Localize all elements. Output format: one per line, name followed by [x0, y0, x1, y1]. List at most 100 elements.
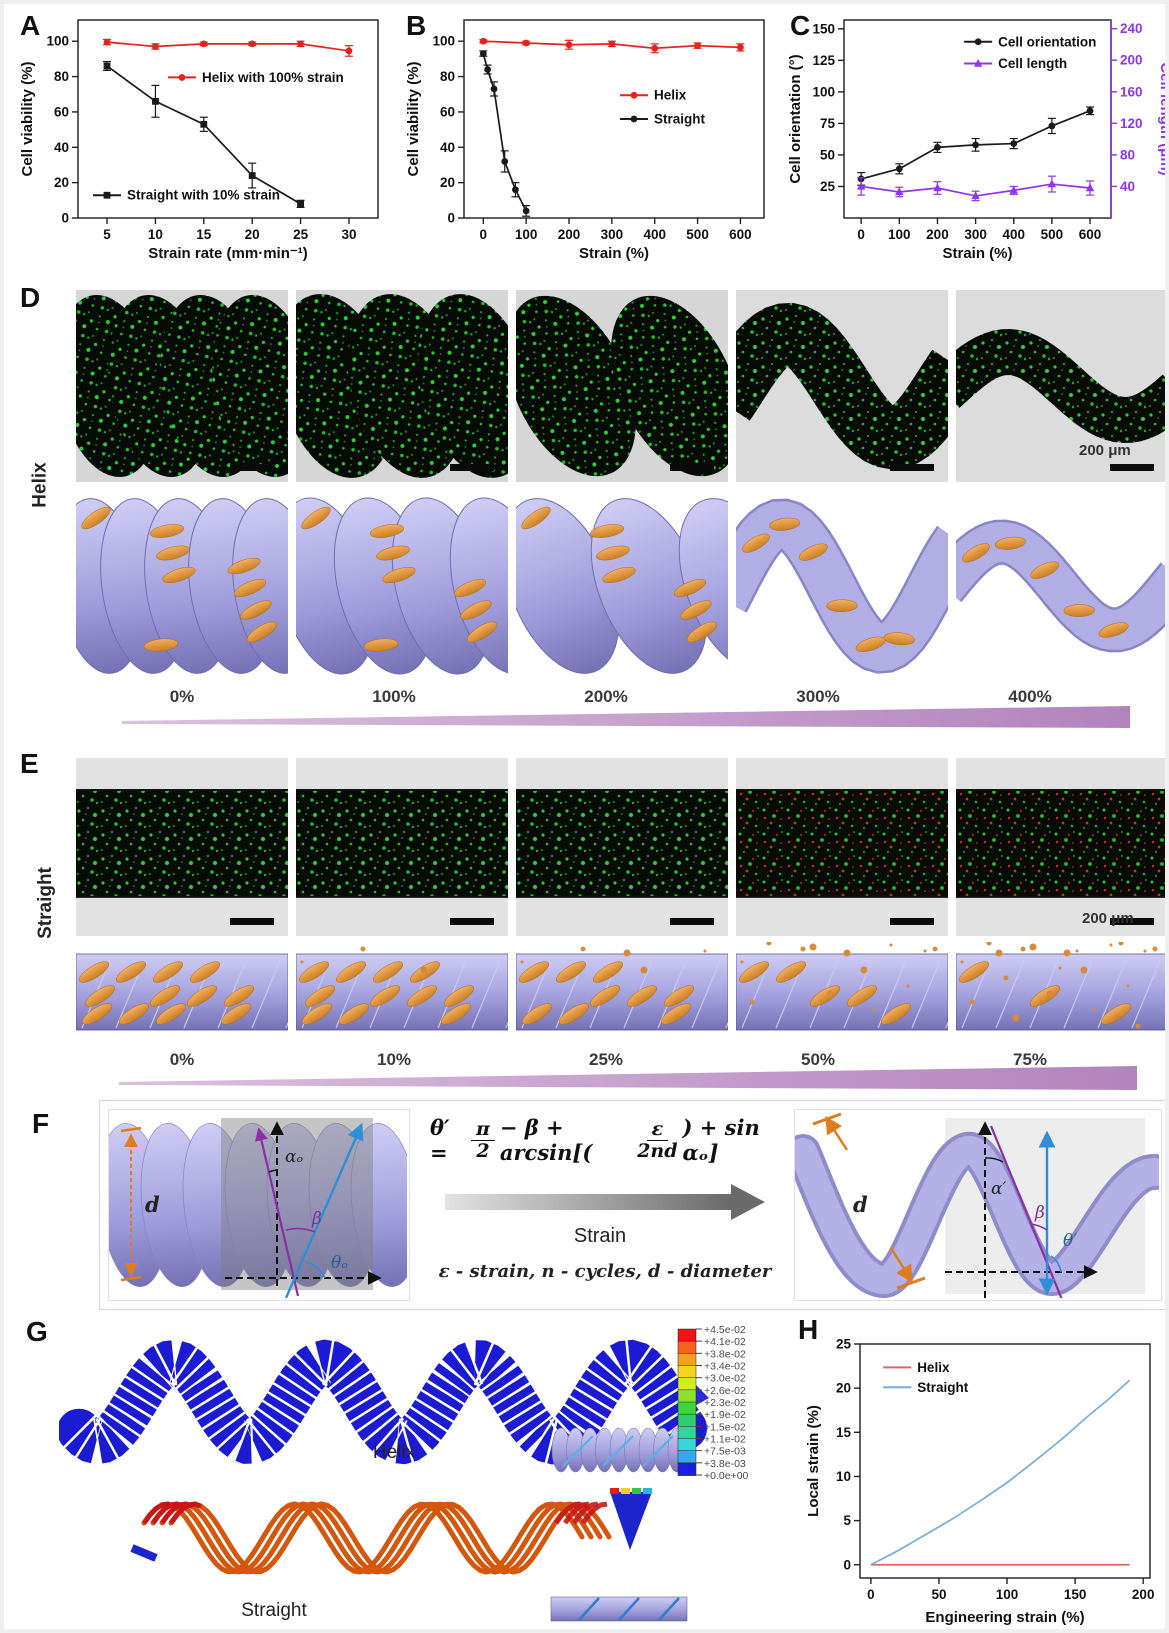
- svg-text:40: 40: [440, 140, 455, 155]
- chart-local-vs-engineering-strain: 0 50 100 150 200 0 5 10 15 20 25 Engineering strain…: [805, 1337, 1155, 1627]
- panel-d-label: D: [20, 282, 41, 313]
- svg-text:5: 5: [103, 227, 111, 242]
- svg-text:Strain (%): Strain (%): [579, 245, 649, 262]
- svg-text:Local strain (%): Local strain (%): [805, 1405, 822, 1517]
- svg-text:600: 600: [1079, 227, 1102, 242]
- beta-label: β: [311, 1209, 322, 1229]
- svg-text:100: 100: [888, 227, 911, 242]
- straight-render-50pct: [736, 942, 948, 1048]
- svg-text:0: 0: [447, 211, 455, 226]
- strain-label: 300%: [796, 687, 840, 706]
- svg-text:25: 25: [293, 227, 309, 242]
- svg-text:+3.8e-03: +3.8e-03: [704, 1458, 746, 1470]
- svg-text:300: 300: [601, 227, 624, 242]
- svg-text:Helix: Helix: [654, 88, 687, 103]
- strain-label: 100%: [372, 687, 416, 706]
- svg-text:75: 75: [820, 116, 836, 131]
- alpha-prime-label: α′: [991, 1179, 1006, 1199]
- svg-text:150: 150: [812, 21, 835, 36]
- svg-text:Strain rate (mm·min⁻¹): Strain rate (mm·min⁻¹): [148, 245, 308, 262]
- svg-text:0: 0: [857, 227, 865, 242]
- chart-viability-vs-strain: 0 100 200 300 400 500 600 0 20 40 60 80 100 Strain (%…: [405, 19, 765, 262]
- panel-a-label: A: [20, 10, 41, 41]
- svg-text:Cell orientation: Cell orientation: [998, 34, 1096, 49]
- helix-axis-line: [284, 1122, 364, 1299]
- strain-label: 10%: [376, 1050, 412, 1069]
- beta-label: β: [1034, 1203, 1045, 1223]
- svg-text:+7.5e-03: +7.5e-03: [704, 1446, 746, 1458]
- strain-gradient-wedge-e: [119, 1066, 1137, 1090]
- fiber-direction-line: [254, 1127, 300, 1297]
- svg-text:Cell length: Cell length: [998, 56, 1067, 71]
- scale-bar-label-d: 200 μm: [1079, 442, 1131, 459]
- strain-label: 0%: [169, 1050, 195, 1069]
- panel-c-label: C: [790, 10, 811, 41]
- strain-label: 75%: [1012, 1050, 1048, 1069]
- svg-text:240: 240: [1120, 21, 1143, 36]
- panel-e-row-label: Straight: [34, 867, 56, 939]
- svg-text:60: 60: [440, 104, 455, 119]
- svg-text:200: 200: [1132, 1587, 1155, 1602]
- svg-text:200: 200: [1120, 53, 1143, 68]
- svg-text:15: 15: [196, 227, 212, 242]
- highlight-box: [221, 1118, 373, 1290]
- svg-text:Straight: Straight: [654, 112, 706, 127]
- svg-text:+2.3e-02: +2.3e-02: [704, 1397, 746, 1409]
- svg-text:0: 0: [867, 1587, 875, 1602]
- stretched-helix-diagram-box: d α′ β θ′: [785, 1109, 1165, 1303]
- svg-text:+3.8e-02: +3.8e-02: [704, 1348, 746, 1360]
- svg-text:Helix with 100% strain: Helix with 100% strain: [202, 70, 344, 85]
- svg-text:40: 40: [54, 140, 69, 155]
- svg-text:50: 50: [820, 147, 835, 162]
- svg-text:100: 100: [812, 84, 835, 99]
- svg-text:100: 100: [432, 34, 455, 49]
- helix-render-300pct: [736, 488, 948, 684]
- svg-text:Cell orientation (°): Cell orientation (°): [787, 54, 804, 183]
- helix-micrograph-300pct: [736, 290, 948, 482]
- strain-arrow: [445, 1184, 765, 1220]
- alpha0-label: αₒ: [285, 1147, 303, 1167]
- svg-text:125: 125: [812, 53, 835, 68]
- svg-text:10: 10: [148, 227, 163, 242]
- svg-text:+1.9e-02: +1.9e-02: [704, 1409, 746, 1421]
- helix-microscopy-row: [76, 290, 1165, 482]
- helix-strain-labels: 0% 100% 200% 300% 400%: [76, 687, 1136, 707]
- straight-micrograph-10pct: [296, 758, 508, 936]
- svg-text:100: 100: [46, 34, 69, 49]
- svg-text:40: 40: [1120, 179, 1135, 194]
- svg-text:160: 160: [1120, 84, 1143, 99]
- svg-text:60: 60: [54, 104, 69, 119]
- straight-micrograph-25pct: [516, 758, 728, 936]
- fea-straight-simulation: [130, 1488, 652, 1575]
- helix-angle-diagram-box: d αₒ β θₒ: [98, 1109, 420, 1301]
- svg-text:20: 20: [440, 175, 455, 190]
- svg-text:15: 15: [836, 1425, 852, 1440]
- svg-text:+0.0e+00: +0.0e+00: [704, 1470, 749, 1482]
- straight-micrograph-75pct: [956, 758, 1165, 936]
- strain-label: 50%: [800, 1050, 836, 1069]
- panel-h-label: H: [798, 1314, 819, 1345]
- svg-text:0: 0: [61, 211, 69, 226]
- panel-f-label: F: [32, 1108, 50, 1139]
- svg-text:Helix: Helix: [917, 1360, 950, 1375]
- panel-e-label: E: [20, 748, 39, 779]
- panel-g-label: G: [26, 1316, 48, 1347]
- theta0-label: θₒ: [331, 1253, 348, 1273]
- helix-inset-model: [551, 1427, 687, 1473]
- strain-gradient-wedge-d: [122, 706, 1130, 728]
- svg-text:80: 80: [440, 69, 455, 84]
- svg-text:200: 200: [926, 227, 949, 242]
- svg-text:25: 25: [836, 1337, 852, 1352]
- strain-label: 400%: [1008, 687, 1052, 706]
- equation-symbols-legend: ε - strain, n - cycles, d - diameter: [438, 1261, 772, 1282]
- straight-render-25pct: [516, 942, 728, 1048]
- straight-render-10pct: [296, 942, 508, 1048]
- straight-micrograph-0pct: [76, 758, 288, 936]
- svg-text:20: 20: [245, 227, 260, 242]
- svg-text:20: 20: [836, 1381, 851, 1396]
- svg-text:+1.5e-02: +1.5e-02: [704, 1421, 746, 1433]
- svg-text:0: 0: [843, 1557, 851, 1572]
- chart-viability-vs-strain-rate: 5 10 15 20 25 30 0 20 40 60 80 100 Strain rate (mm·m…: [19, 19, 379, 262]
